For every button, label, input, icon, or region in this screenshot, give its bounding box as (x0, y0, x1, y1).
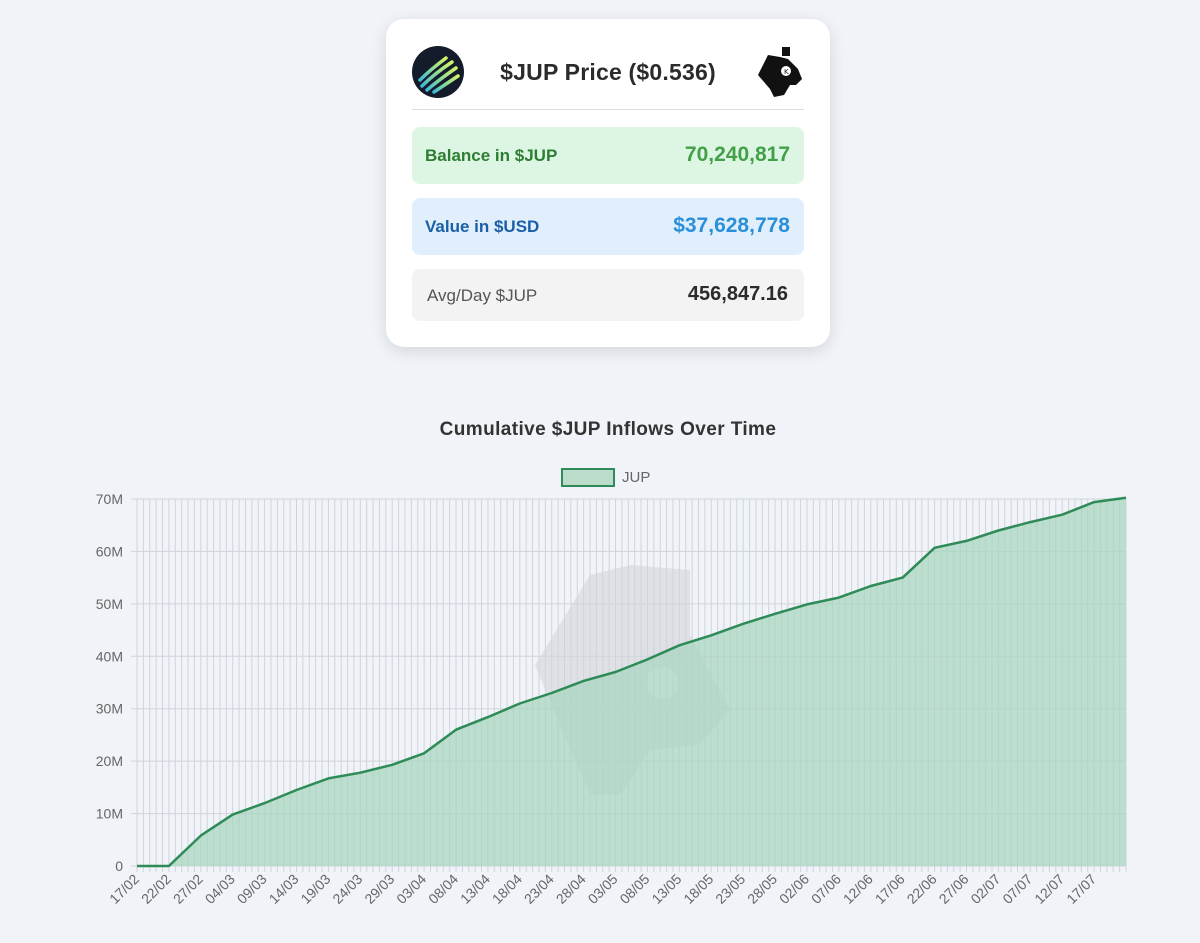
avg-day-row: Avg/Day $JUP 456,847.16 (412, 269, 804, 321)
usd-value-value: $37,628,778 (673, 214, 790, 237)
x-tick-label: 17/06 (872, 871, 908, 907)
x-tick-label: 14/03 (266, 871, 302, 907)
y-tick-label: 70M (96, 491, 123, 507)
y-tick-label: 20M (96, 753, 123, 769)
avg-day-label: Avg/Day $JUP (427, 286, 538, 305)
series-fill-area (137, 497, 1126, 866)
x-tick-label: 02/06 (776, 871, 812, 907)
x-tick-label: 17/07 (1063, 871, 1099, 907)
y-axis-ticks: 0 10M 20M 30M 40M 50M 60M 70M (96, 491, 123, 874)
balance-row: Balance in $JUP 70,240,817 (412, 127, 804, 184)
x-tick-label: 12/07 (1031, 871, 1067, 907)
x-tick-label: 07/06 (808, 871, 844, 907)
x-tick-label: 28/05 (744, 871, 780, 907)
price-card: $JUP Price ($0.536) K Balance in $JUP 70… (386, 19, 830, 347)
x-tick-label: 08/05 (616, 871, 652, 907)
x-tick-label: 29/03 (361, 871, 397, 907)
x-tick-label: 23/05 (712, 871, 748, 907)
balance-value: 70,240,817 (684, 143, 790, 166)
bull-head-logo-icon: K (758, 47, 802, 97)
y-tick-label: 10M (96, 806, 123, 822)
x-tick-label: 09/03 (234, 871, 270, 907)
x-tick-label: 23/04 (521, 871, 557, 907)
x-tick-label: 07/07 (999, 871, 1035, 907)
x-tick-label: 18/05 (680, 871, 716, 907)
usd-value-row: Value in $USD $37,628,778 (412, 198, 804, 255)
inflows-area-chart: 0 10M 20M 30M 40M 50M 60M 70M 17/0222/0227/0204… (96, 468, 1127, 907)
series-line-jup (137, 496, 1127, 868)
x-tick-label: 13/04 (457, 871, 493, 907)
avg-day-value: 456,847.16 (687, 283, 788, 305)
chart-title: Cumulative $JUP Inflows Over Time (439, 419, 777, 440)
y-tick-label: 50M (96, 596, 123, 612)
card-header: $JUP Price ($0.536) K (412, 45, 804, 110)
x-tick-label: 27/06 (936, 871, 972, 907)
price-title: $JUP Price ($0.536) (500, 59, 716, 85)
y-tick-label: 0 (115, 858, 123, 874)
x-tick-label: 22/06 (904, 871, 940, 907)
jupiter-logo-icon (412, 46, 464, 98)
x-tick-label: 19/03 (297, 871, 333, 907)
svg-text:K: K (784, 68, 789, 76)
series-area (137, 496, 1127, 868)
y-tick-label: 40M (96, 648, 123, 664)
x-tick-label: 03/05 (585, 871, 621, 907)
balance-label: Balance in $JUP (425, 146, 558, 165)
x-tick-label: 24/03 (329, 871, 365, 907)
x-tick-label: 08/04 (425, 871, 461, 907)
x-tick-label: 03/04 (393, 871, 429, 907)
x-axis-ticks: 17/0222/0227/0204/0309/0314/0319/0324/03… (106, 871, 1099, 907)
x-tick-label: 18/04 (489, 871, 525, 907)
legend-label: JUP (622, 469, 650, 486)
chart-legend: JUP (561, 468, 650, 487)
y-tick-label: 60M (96, 543, 123, 559)
legend-swatch (561, 468, 615, 487)
x-tick-label: 04/03 (202, 871, 238, 907)
y-tick-label: 30M (96, 701, 123, 717)
usd-value-label: Value in $USD (425, 217, 540, 236)
x-tick-label: 27/02 (170, 871, 206, 907)
x-tick-label: 28/04 (553, 871, 589, 907)
x-tick-label: 22/02 (138, 871, 174, 907)
x-tick-label: 02/07 (967, 871, 1003, 907)
x-tick-label: 17/02 (106, 871, 142, 907)
x-tick-label: 12/06 (840, 871, 876, 907)
x-tick-label: 13/05 (648, 871, 684, 907)
